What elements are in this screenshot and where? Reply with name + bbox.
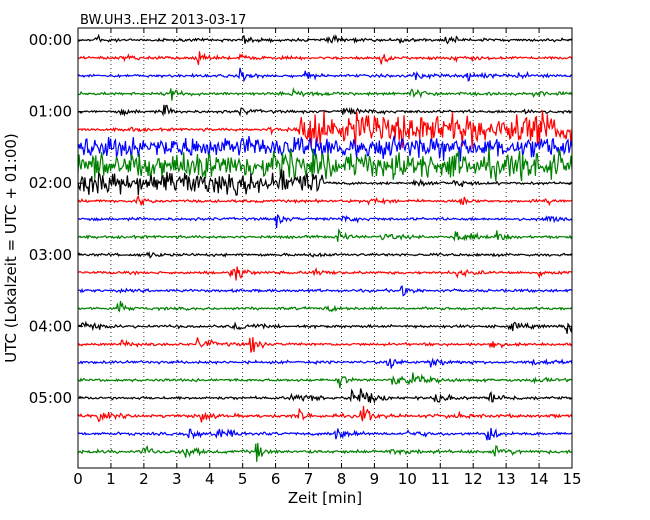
trace-20 <box>78 372 572 389</box>
x-tick-labels: 0 1 2 3 4 5 6 7 8 9 10 11 12 13 14 15 <box>73 28 582 488</box>
grid-lines <box>110 28 540 468</box>
x-tick-label: 11 <box>431 470 450 488</box>
x-tick-label: 14 <box>530 470 549 488</box>
x-tick-label: 7 <box>304 470 314 488</box>
x-tick-label: 10 <box>398 470 417 488</box>
y-tick-label: 01:00 <box>29 103 72 121</box>
y-tick-label: 03:00 <box>29 246 72 264</box>
x-tick-label: 4 <box>205 470 215 488</box>
x-tick-label: 1 <box>106 470 116 488</box>
chart-title: BW.UH3..EHZ 2013-03-17 <box>80 13 246 28</box>
trace-9 <box>78 169 572 196</box>
trace-16 <box>78 300 572 313</box>
plot-frame <box>77 27 573 469</box>
trace-23 <box>78 427 572 441</box>
x-tick-label: 0 <box>73 470 83 488</box>
trace-6 <box>78 110 572 149</box>
y-tick-label: 04:00 <box>29 317 72 335</box>
x-tick-label: 5 <box>238 470 248 488</box>
x-tick-label: 12 <box>464 470 483 488</box>
x-tick-label: 9 <box>370 470 380 488</box>
trace-13 <box>78 251 572 259</box>
x-tick-label: 8 <box>337 470 347 488</box>
trace-3 <box>78 67 572 83</box>
x-tick-label: 13 <box>497 470 516 488</box>
trace-5 <box>78 104 572 118</box>
y-axis-title: UTC (Lokalzeit = UTC + 01:00) <box>2 133 20 363</box>
y-tick-label: 00:00 <box>29 31 72 49</box>
trace-17 <box>78 320 572 334</box>
x-axis-title: Zeit [min] <box>288 489 362 507</box>
trace-22 <box>78 405 572 423</box>
trace-1 <box>78 33 572 45</box>
x-tick-label: 6 <box>271 470 281 488</box>
x-tick-label: 15 <box>562 470 581 488</box>
seismic-traces <box>78 33 572 462</box>
trace-4 <box>78 87 572 101</box>
trace-19 <box>78 357 572 369</box>
trace-12 <box>78 228 572 242</box>
trace-15 <box>78 285 572 297</box>
y-tick-label: 05:00 <box>29 389 72 407</box>
trace-2 <box>78 51 572 65</box>
trace-24 <box>78 442 572 462</box>
y-tick-label: 02:00 <box>29 174 72 192</box>
trace-7 <box>78 135 572 162</box>
trace-10 <box>78 194 572 207</box>
trace-8 <box>78 147 572 182</box>
trace-14 <box>78 266 572 281</box>
trace-21 <box>78 388 572 405</box>
x-tick-label: 2 <box>139 470 149 488</box>
x-tick-label: 3 <box>172 470 182 488</box>
trace-11 <box>78 213 572 229</box>
trace-18 <box>78 337 572 353</box>
y-tick-labels: 00:00 01:00 02:00 03:00 04:00 05:00 <box>29 31 572 407</box>
